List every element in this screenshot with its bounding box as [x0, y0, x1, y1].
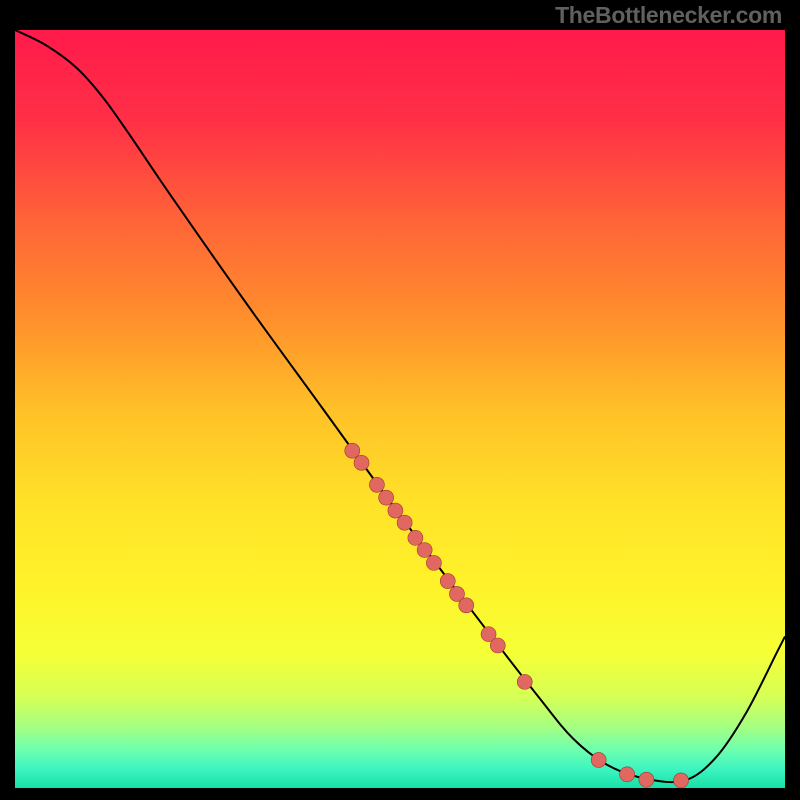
data-point-marker [490, 638, 505, 653]
data-point-marker [459, 598, 474, 613]
data-point-marker [620, 767, 635, 782]
data-point-marker [397, 515, 412, 530]
bottleneck-curve [15, 30, 785, 782]
data-point-marker [369, 477, 384, 492]
data-point-marker [591, 752, 606, 767]
chart-container: TheBottlenecker.com [0, 0, 800, 800]
data-point-marker [517, 674, 532, 689]
watermark-label: TheBottlenecker.com [555, 2, 782, 29]
data-point-marker [345, 443, 360, 458]
data-point-marker [417, 542, 432, 557]
plot-area [15, 30, 785, 788]
curve-layer [15, 30, 785, 788]
data-point-marker [388, 503, 403, 518]
data-point-marker [354, 455, 369, 470]
data-point-marker [426, 555, 441, 570]
data-point-marker [674, 773, 689, 788]
data-point-marker [379, 490, 394, 505]
data-point-marker [440, 574, 455, 589]
data-point-marker [639, 772, 654, 787]
data-point-marker [408, 530, 423, 545]
markers-group [345, 443, 689, 788]
